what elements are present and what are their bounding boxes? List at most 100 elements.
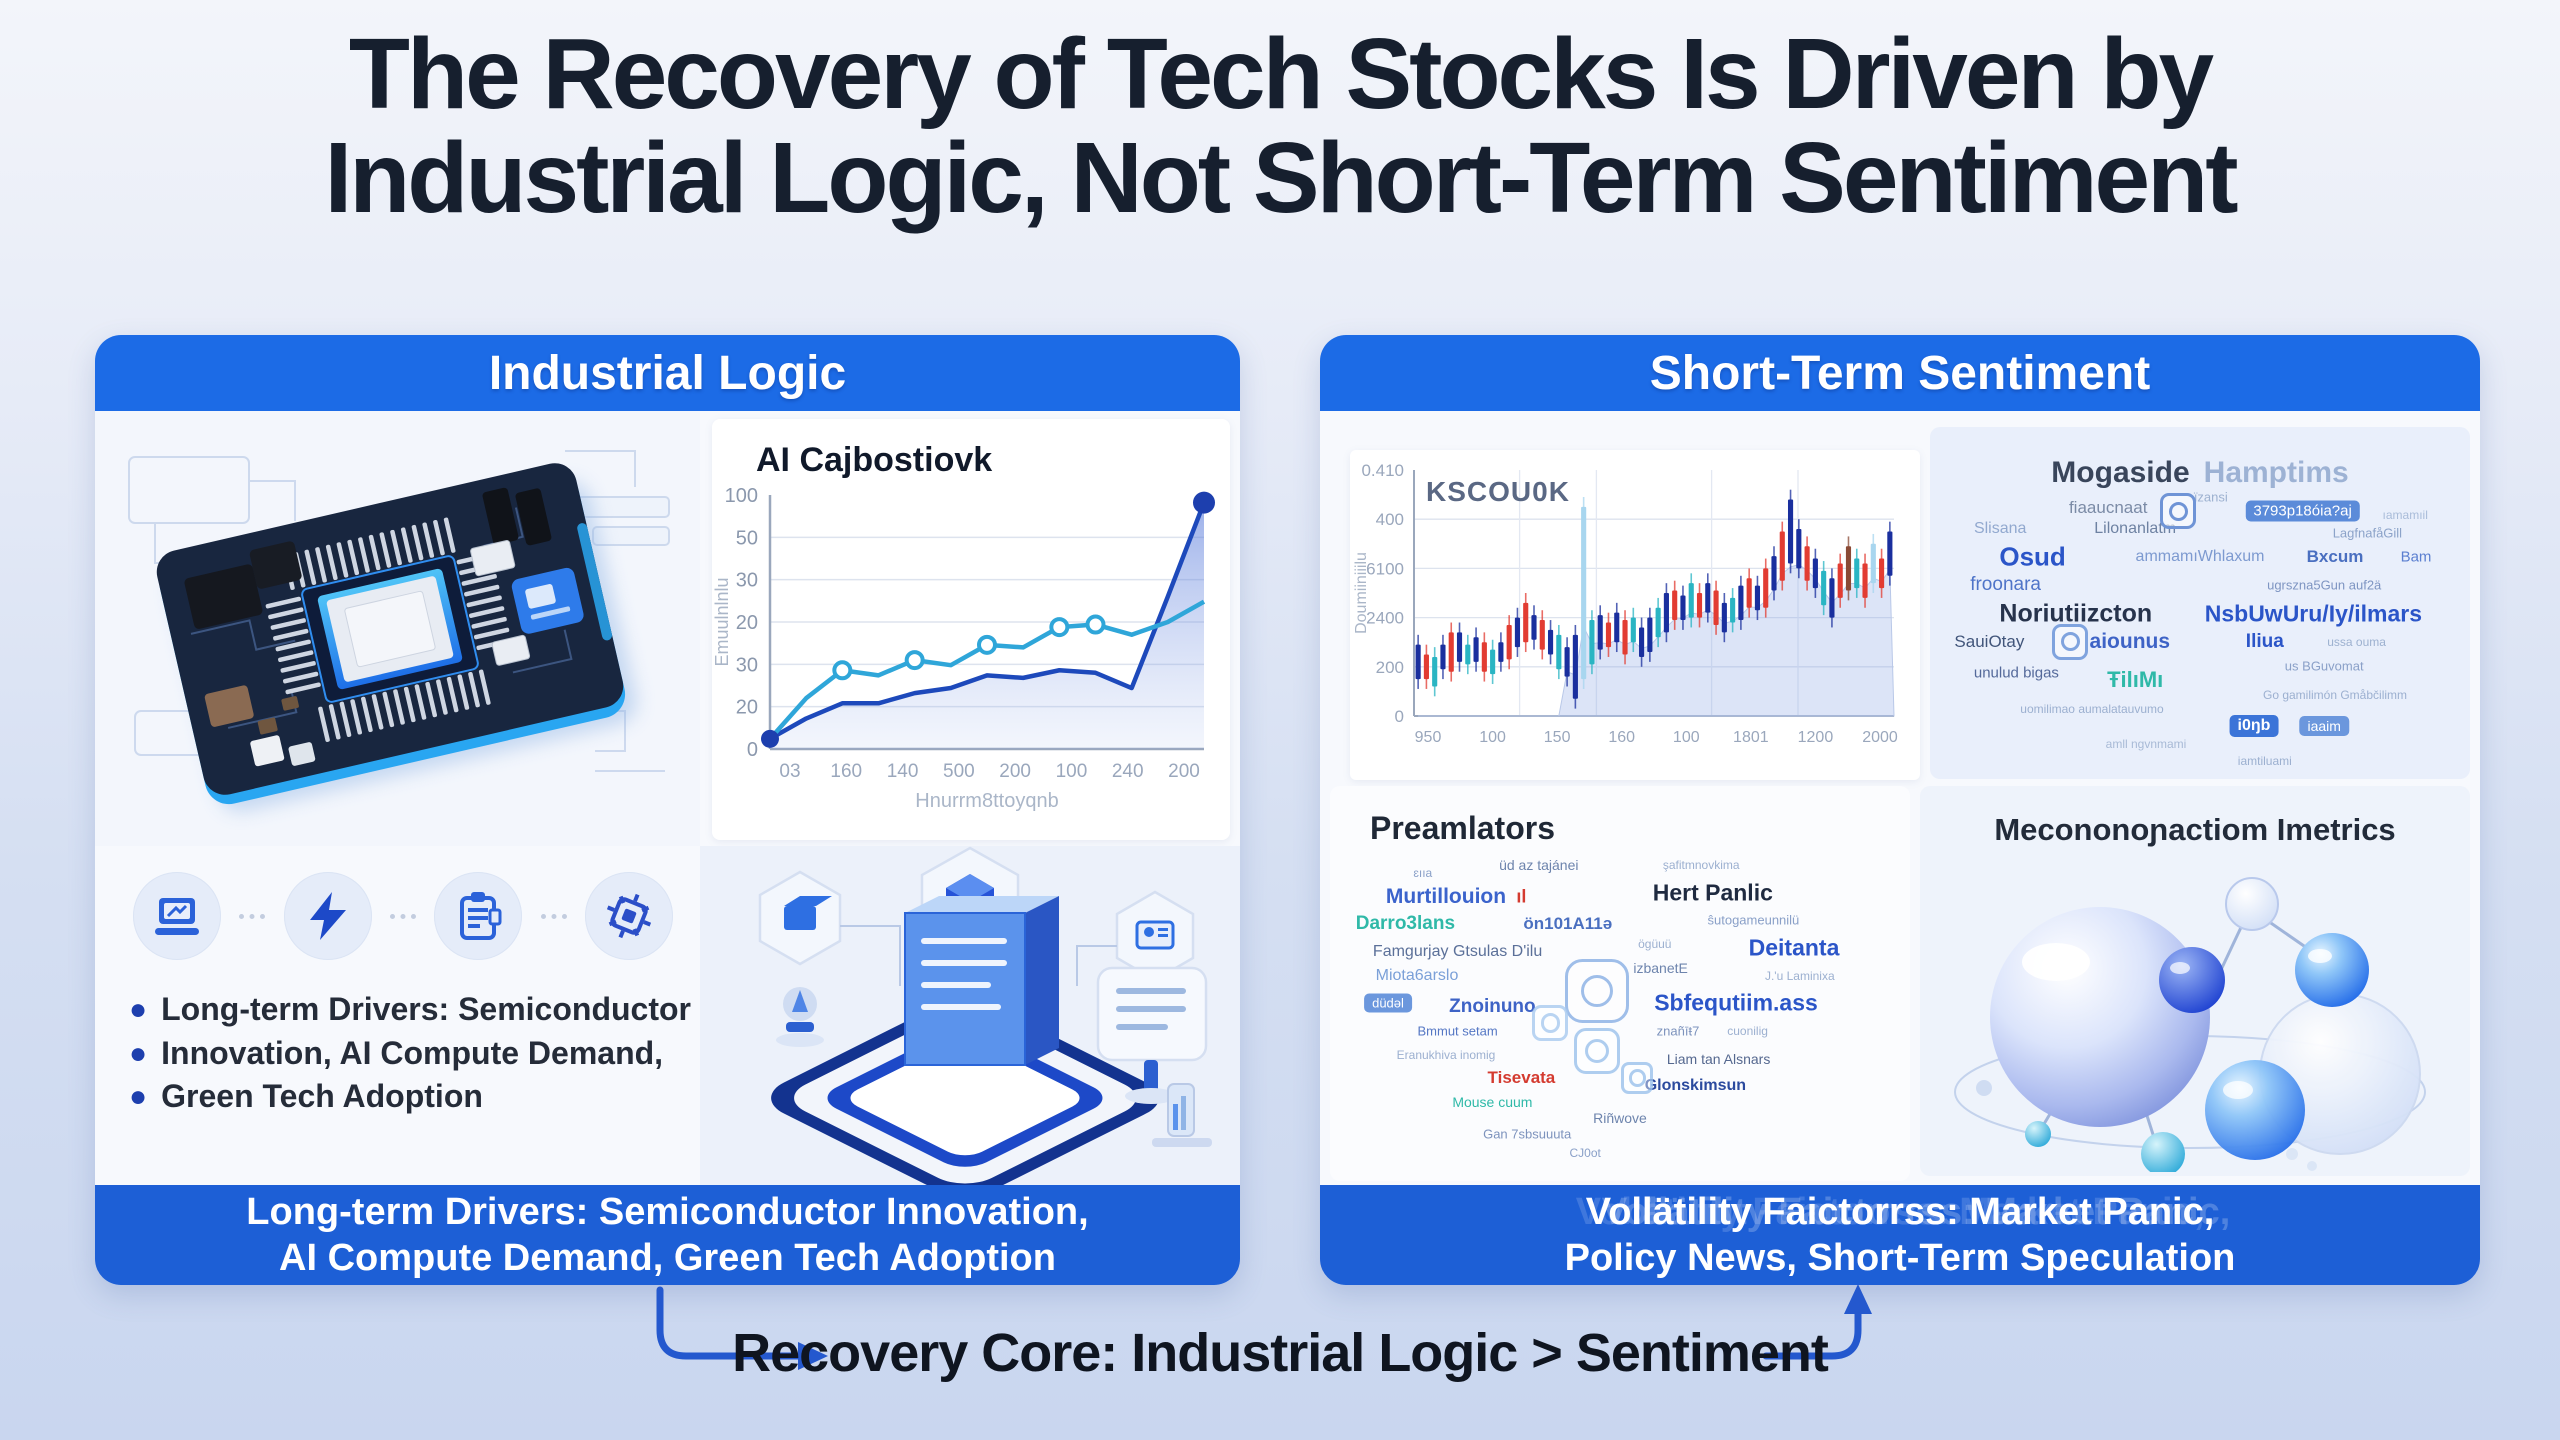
- clipboard-icon: [434, 872, 523, 960]
- driver-icon-row: [133, 872, 673, 960]
- svg-text:0: 0: [1395, 707, 1404, 726]
- wordcloud-word: uomilimao aumalatauvumo: [2020, 701, 2164, 716]
- wordcloud-word: LagfnafåGill: [2332, 525, 2403, 541]
- svg-text:Doumiiniiilu: Doumiiniiilu: [1353, 552, 1370, 634]
- short-term-sentiment-header-label: Short-Term Sentiment: [1649, 346, 2151, 400]
- wordcloud-word: ögüuü: [1638, 937, 1672, 951]
- svg-text:6100: 6100: [1366, 559, 1404, 578]
- svg-text:20: 20: [736, 612, 758, 634]
- bullet-text: Green Tech Adoption: [161, 1078, 483, 1114]
- svg-text:0.410: 0.410: [1361, 461, 1404, 480]
- circuit-board-illustration: [95, 411, 700, 846]
- wordcloud-word: Hert Panlic: [1652, 879, 1773, 906]
- wordcloud-word: Osud: [1999, 541, 2066, 572]
- svg-text:160: 160: [1608, 729, 1635, 746]
- short-term-sentiment-body: KSCOU0K 0.410 400 6100 2400 200 0 950 100 150 160…: [1320, 411, 2480, 1185]
- wordcloud-word: Famgurjay Gtsulas D'ilu: [1372, 942, 1543, 960]
- news-wordcloud: Mogaside Hamptims fiaaucnaat ïzansi 3793p18…: [1930, 427, 2470, 779]
- left-footer-line-1: Long-term Drivers: Semiconductor Innovat…: [246, 1190, 1089, 1233]
- bullet-dot: ●: [129, 993, 148, 1026]
- wordcloud-word: Bmmut setam: [1417, 1023, 1498, 1039]
- wordcloud-word: amll ngvnmami: [2105, 736, 2187, 751]
- wordcloud-word: ɛııa: [1413, 865, 1433, 880]
- wordcloud-word: aiounus: [2089, 629, 2171, 653]
- social-app-icon: [1621, 1062, 1654, 1095]
- wordcloud-word: Lilonanlatm: [2094, 520, 2177, 538]
- bullet-item: ● Green Tech Adoption: [129, 1075, 691, 1119]
- svg-text:0: 0: [747, 739, 758, 761]
- svg-text:03: 03: [779, 761, 800, 782]
- wordcloud-word: SauiOtay: [1954, 631, 2025, 651]
- stock-chart-title: KSCOU0K: [1426, 476, 1570, 507]
- bullet-dot: ●: [129, 1036, 148, 1070]
- wordcloud-word: J.'u Laminixa: [1764, 968, 1835, 983]
- svg-text:50: 50: [736, 527, 758, 549]
- wordcloud-word: Gan 7sbsuuuta: [1483, 1126, 1572, 1142]
- conclusion-text: Recovery Core: Industrial Logic > Sentim…: [732, 1323, 1829, 1383]
- speculators-wordcloud: Preamlators ɛııa üd az tajánei şafitmnovki…: [1330, 786, 1910, 1181]
- svg-text:1801: 1801: [1733, 729, 1769, 746]
- wordcloud-word: Tisevata: [1487, 1068, 1556, 1088]
- connector-dash: [239, 913, 266, 919]
- bullet-text: Innovation, AI Compute Demand,: [161, 1034, 664, 1071]
- speculators-wordcloud-tile: Preamlators ɛııa üd az tajánei şafitmnovki…: [1330, 786, 1910, 1181]
- title-line-2: Industrial Logic, Not Short-Term Sentime…: [324, 122, 2238, 234]
- wordcloud-word: düdəl: [1364, 993, 1412, 1013]
- driver-bullets: ● Long-term Drivers: Semiconductor ● Innov…: [129, 988, 691, 1119]
- wordcloud-word: us BGuvomat: [2284, 658, 2364, 674]
- right-footer-line-1: Vollätility Faictorrss: Market Panic,: [1585, 1190, 2215, 1233]
- svg-text:Hnurrm8ttoyqnb: Hnurrm8ttoyqnb: [915, 790, 1058, 812]
- svg-text:240: 240: [1112, 761, 1144, 782]
- industrial-logic-panel: Industrial Logic: [95, 335, 1240, 1285]
- wordcloud-word: znañīŧ7: [1656, 1023, 1700, 1039]
- short-term-sentiment-header: Short-Term Sentiment: [1320, 335, 2480, 411]
- wordcloud-word: Liam tan Alsnars: [1666, 1050, 1771, 1067]
- wordcloud-word: ammamıWhlaxum: [2135, 548, 2265, 566]
- lightning-icon: [283, 872, 372, 960]
- svg-text:200: 200: [1376, 658, 1404, 677]
- bullet-item: ● Long-term Drivers: Semiconductor: [129, 988, 691, 1032]
- wordcloud-word: şafitmnovkima: [1662, 858, 1740, 872]
- news-heading-1: Mogaside: [2051, 455, 2190, 489]
- wordcloud-word: ŝutogameunnilü: [1707, 912, 1800, 928]
- svg-text:950: 950: [1415, 729, 1442, 746]
- wordcloud-word: Go gamilimón Gmåbčilimm: [2262, 687, 2408, 702]
- social-app-icon: [2160, 493, 2197, 530]
- svg-text:400: 400: [1376, 510, 1404, 529]
- wordcloud-word: Mouse cuum: [1452, 1094, 1533, 1110]
- wordcloud-word: 3793p18óia?aj: [2245, 500, 2360, 522]
- wordcloud-word: Eranukhiva inomig: [1396, 1047, 1496, 1062]
- svg-text:2000: 2000: [1862, 729, 1898, 746]
- wordcloud-word: i0ŋb: [2229, 715, 2279, 738]
- svg-text:100: 100: [1673, 729, 1700, 746]
- wordcloud-word: Riñwove: [1593, 1109, 1647, 1126]
- wordcloud-word: Iliua: [2245, 630, 2284, 652]
- industrial-logic-header-label: Industrial Logic: [488, 346, 847, 400]
- svg-text:500: 500: [943, 761, 975, 782]
- news-wordcloud-tile: Mogaside Hamptims fiaaucnaat ïzansi 3793p18…: [1930, 427, 2470, 779]
- left-footer-line-2: AI Compute Demand, Green Tech Adoption: [279, 1237, 1056, 1279]
- bullet-item: ● Innovation, AI Compute Demand,: [129, 1032, 691, 1076]
- social-app-icon: [1564, 959, 1629, 1024]
- wordcloud-word: ön101A11ə: [1523, 914, 1613, 934]
- wordcloud-word: ussa ouma: [2327, 634, 2386, 649]
- social-app-icon: [1573, 1027, 1620, 1074]
- news-heading-2: Hamptims: [2203, 455, 2349, 489]
- ai-line-chart-card: AI Cajbostiovk 100 50 30 20 30 20 0 03 160 140 500…: [712, 419, 1230, 840]
- speculators-heading: Preamlators: [1370, 810, 1555, 846]
- svg-text:100: 100: [1056, 761, 1088, 782]
- macro-bubbles-heading: Mecononoɲactiom Imetrics: [1994, 812, 2396, 847]
- isometric-platform-illustration: [700, 846, 1240, 1195]
- wordcloud-word: NsbUwUru/Iy/ilmars: [2204, 600, 2423, 627]
- wordcloud-word: Slisana: [1973, 520, 2027, 538]
- bubbles-art: [1954, 877, 2426, 1172]
- laptop-icon: [133, 872, 221, 960]
- wordcloud-word: fiaaucnaat: [2068, 497, 2148, 517]
- svg-text:160: 160: [830, 761, 862, 782]
- bullet-dot: ●: [129, 1080, 148, 1113]
- short-term-sentiment-panel: Short-Term Sentiment KSCOU0K 0.410 400 610…: [1320, 335, 2480, 1285]
- wordcloud-word: Miota6arslo: [1375, 966, 1459, 984]
- bullet-text: Long-term Drivers: Semiconductor: [161, 991, 691, 1027]
